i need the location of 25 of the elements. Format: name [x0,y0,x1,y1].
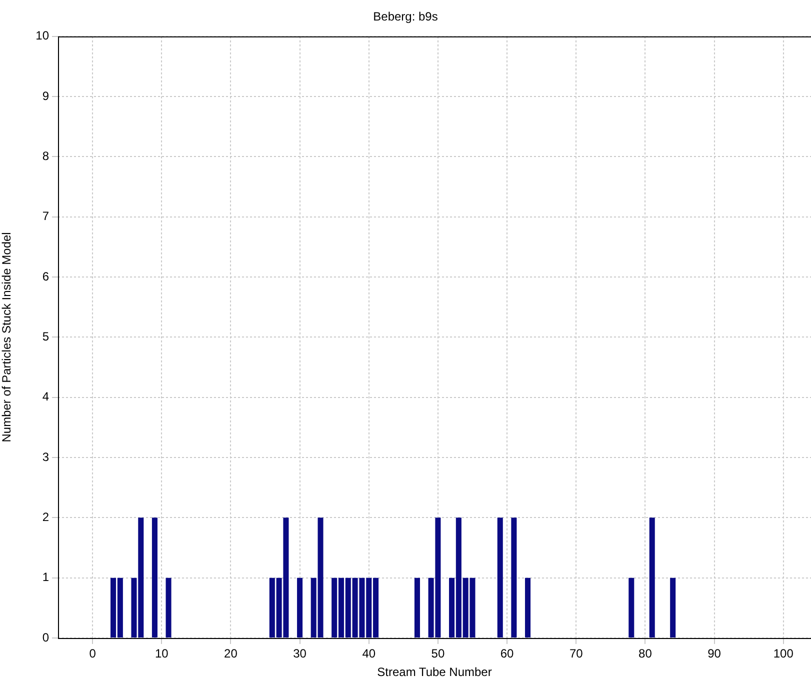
y-tick-label: 6 [42,269,50,284]
y-tick-label: 10 [36,28,50,43]
y-axis-title: Number of Particles Stuck Inside Model [0,232,14,442]
x-tick-label: 10 [154,646,169,661]
x-tick-label: 20 [224,646,238,661]
x-tick-label: 70 [569,646,584,661]
x-tick-label: 50 [431,646,445,661]
y-tick-label: 9 [42,88,50,103]
x-axis-title: Stream Tube Number [377,665,492,680]
y-tick-label: 5 [42,330,50,344]
y-tick-label: 7 [42,209,50,224]
y-tick-label: 4 [42,390,50,404]
y-tick-label: 8 [42,149,50,164]
y-tick-label: 3 [42,450,50,464]
y-tick-label: 2 [42,510,50,524]
y-tick-label: 0 [42,630,50,644]
x-tick-label: 40 [362,646,376,661]
chart-title: Beberg: b9s [373,10,438,24]
x-tick-label: 100 [773,646,794,661]
y-tick-label: 1 [42,570,50,584]
x-tick-label: 0 [89,646,96,661]
x-tick-label: 60 [500,646,514,661]
x-tick-label: 90 [708,646,722,661]
x-tick-label: 80 [638,646,652,661]
x-tick-label: 30 [293,646,307,661]
